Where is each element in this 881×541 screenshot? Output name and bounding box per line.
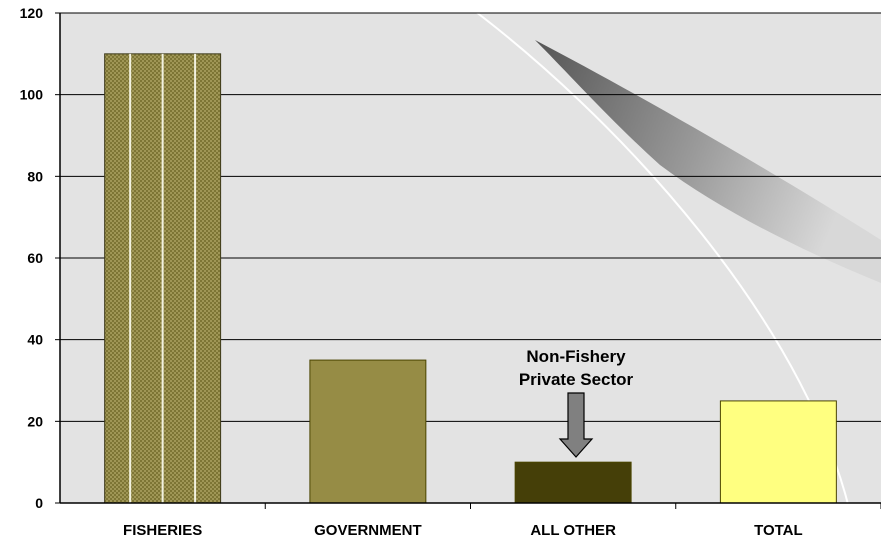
down-arrow-icon xyxy=(558,392,594,458)
y-tick-labels: 0 20 40 60 80 100 120 xyxy=(20,5,44,511)
bar-all-other xyxy=(514,461,632,504)
y-tick-label: 0 xyxy=(35,495,43,511)
bar-government xyxy=(309,359,427,504)
bars xyxy=(104,53,837,504)
axes xyxy=(55,12,881,509)
y-tick-label: 20 xyxy=(27,413,43,429)
annotation-line-1: Non-Fishery xyxy=(526,347,626,366)
category-labels: FISHERIES GOVERNMENT ALL OTHER TOTAL xyxy=(123,522,803,539)
category-label-government: GOVERNMENT xyxy=(314,522,422,539)
y-tick-label: 100 xyxy=(20,87,44,103)
category-label-fisheries: FISHERIES xyxy=(123,522,202,539)
category-label-all-other: ALL OTHER xyxy=(530,522,616,539)
y-tick-label: 40 xyxy=(27,332,43,348)
y-tick-label: 120 xyxy=(20,5,44,21)
y-tick-label: 60 xyxy=(27,250,43,266)
category-label-total: TOTAL xyxy=(754,522,803,539)
annotation-line-2: Private Sector xyxy=(519,370,634,389)
annotation-non-fishery-private-sector: Non-Fishery Private Sector xyxy=(519,347,634,458)
y-tick-label: 80 xyxy=(27,168,43,184)
bar-total xyxy=(719,400,837,504)
